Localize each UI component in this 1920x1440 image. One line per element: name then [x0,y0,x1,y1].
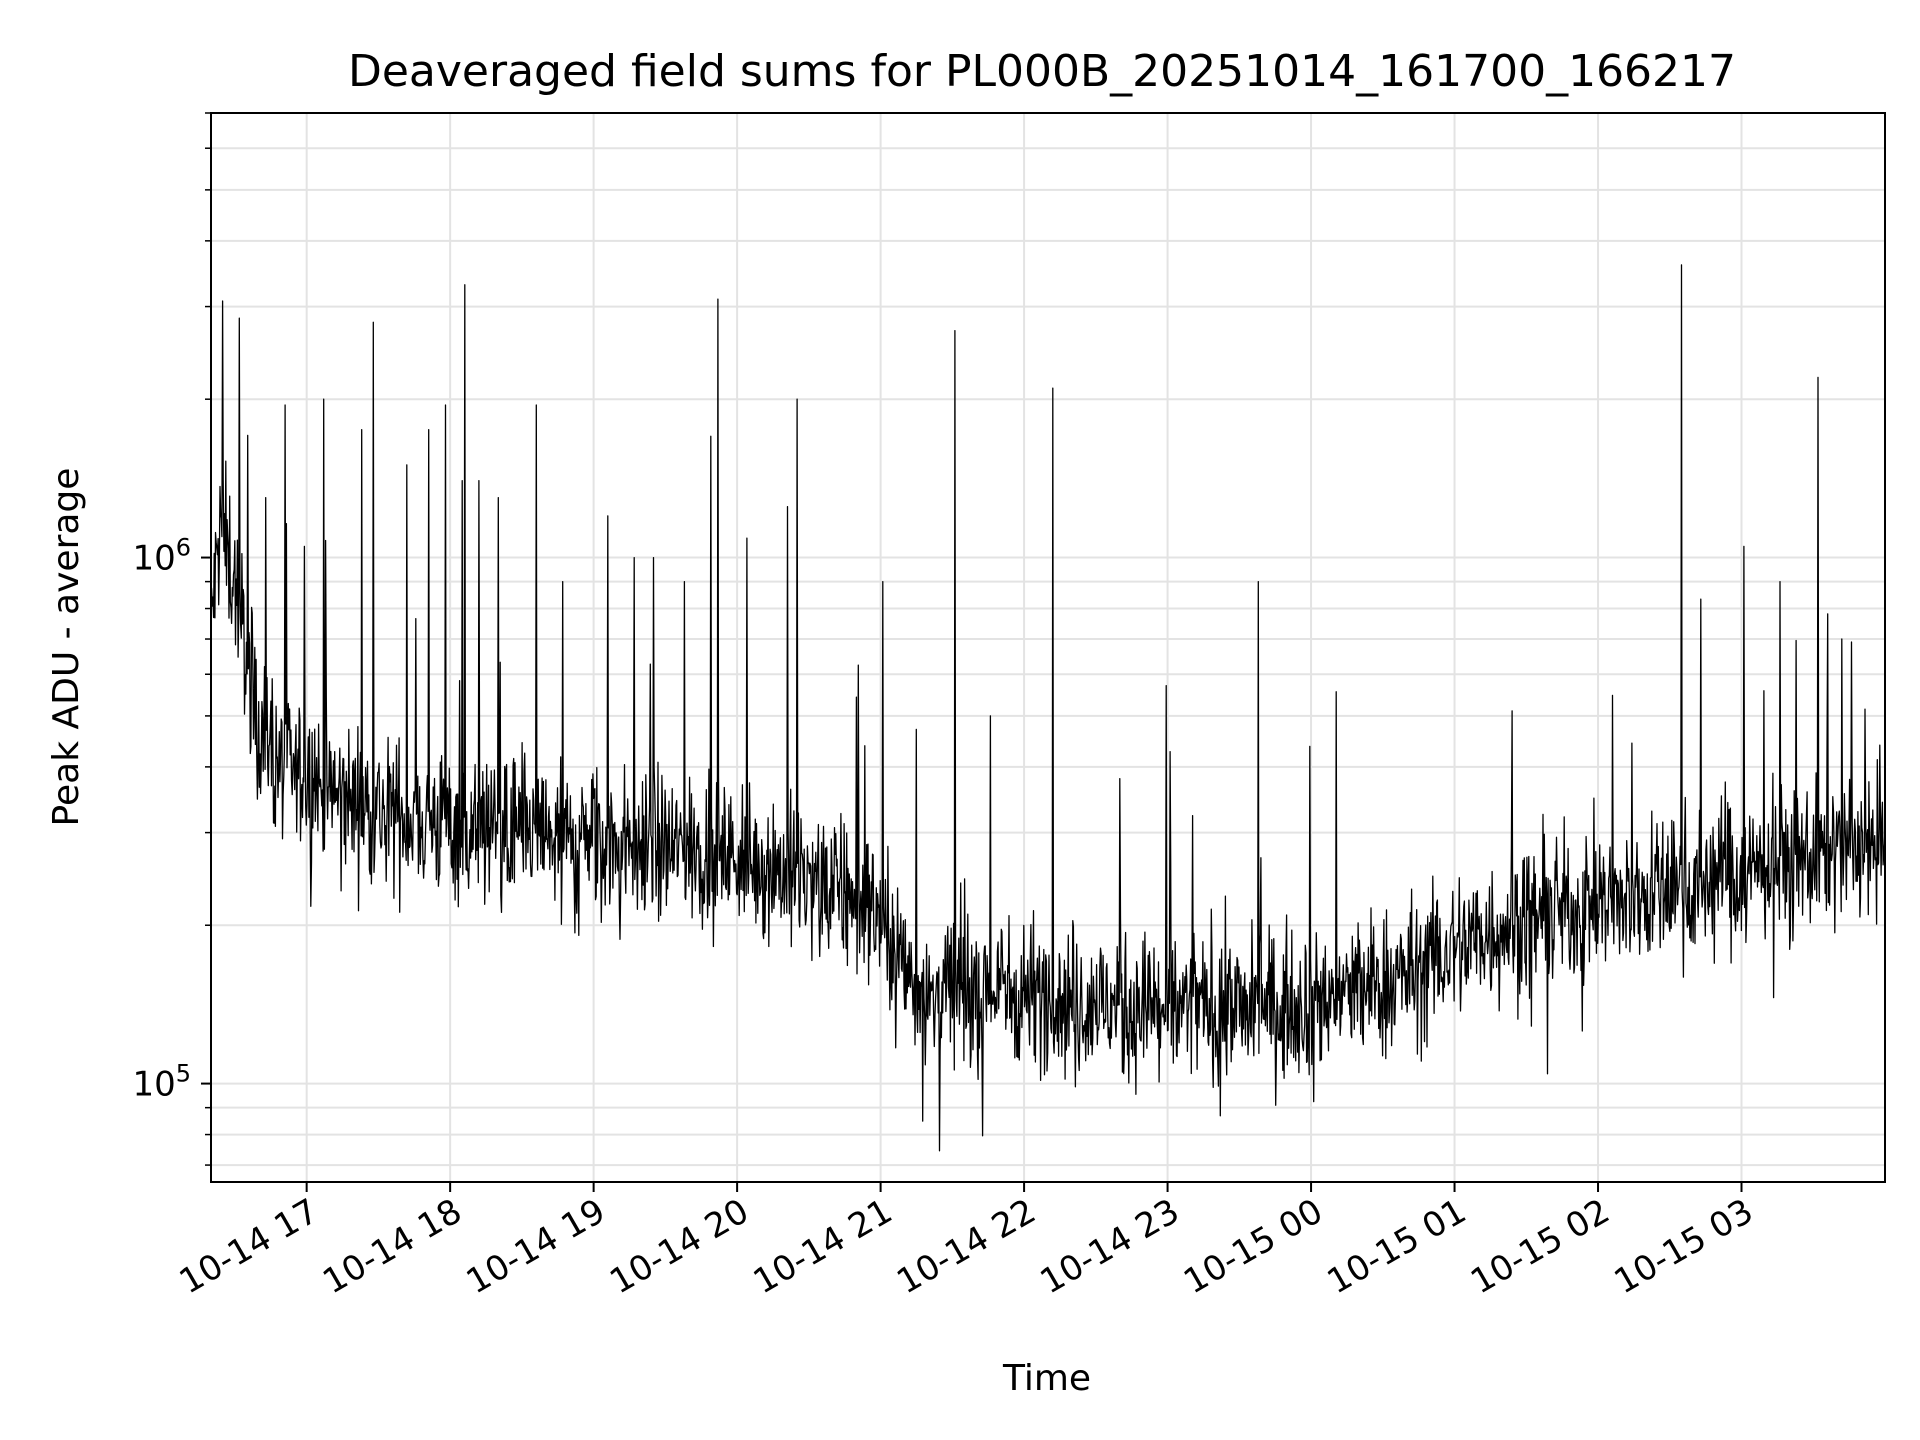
y-axis: 105 106 [132,112,211,1166]
y-axis-label: Peak ADU - average [46,468,87,827]
x-axis-label: Time [1002,1358,1091,1399]
y-tick-label: 105 [132,1060,191,1105]
series-path [210,264,1886,1152]
series-line [210,264,1886,1152]
chart-title: Deaveraged field sums for PL000B_2025101… [348,46,1736,97]
plot-frame [210,112,1886,1183]
y-tick-label: 106 [132,534,191,579]
